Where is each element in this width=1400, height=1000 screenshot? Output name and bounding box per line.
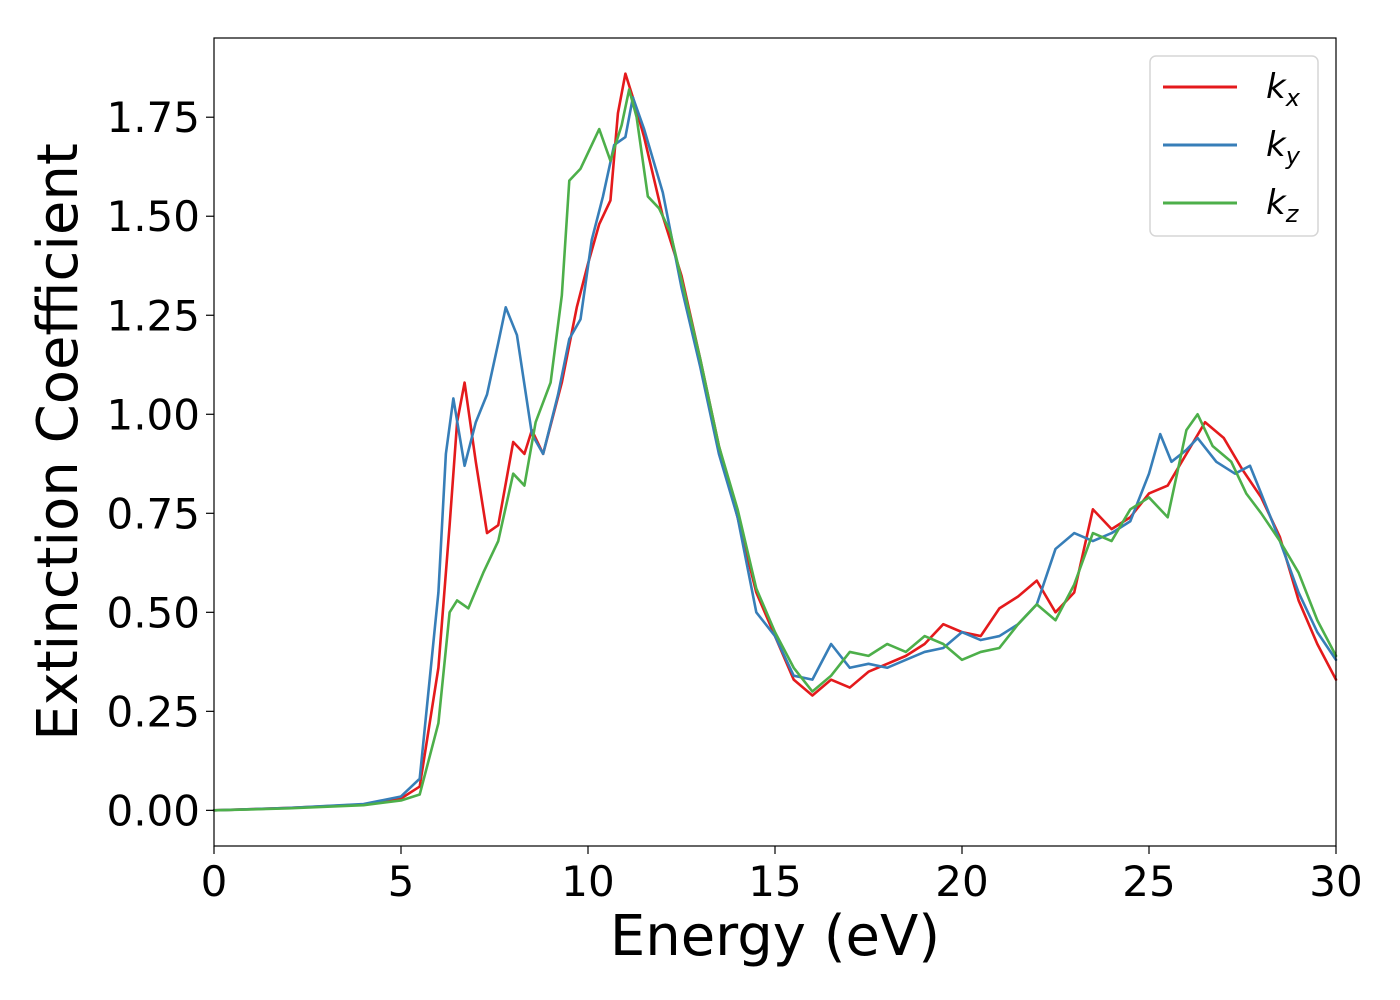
y-axis-title: Extinction Coefficient: [26, 143, 91, 741]
y-tick-label: 1.50: [106, 192, 200, 241]
series-layer: [212, 72, 1338, 812]
legend-label-kz-base: k: [1266, 183, 1287, 223]
x-axis-title: Energy (eV): [610, 904, 940, 969]
x-ticks: 0 5 10 15 20 25 30: [201, 846, 1363, 906]
series-line-kz: [212, 88, 1338, 812]
legend-label-kx-base: k: [1266, 67, 1287, 107]
x-tick-label: 30: [1309, 857, 1362, 906]
legend-label-ky-sub: y: [1285, 142, 1301, 170]
legend-label-kx: kx: [1266, 67, 1301, 112]
legend-label-kz: kz: [1266, 183, 1300, 228]
x-tick-label: 5: [388, 857, 415, 906]
y-tick-label: 0.25: [106, 687, 200, 736]
legend-label-ky: ky: [1266, 125, 1301, 170]
x-tick-label: 25: [1122, 857, 1175, 906]
y-tick-label: 1.00: [106, 390, 200, 439]
y-tick-label: 0.75: [106, 489, 200, 538]
x-tick-label: 20: [935, 857, 988, 906]
x-tick-label: 10: [561, 857, 614, 906]
y-tick-label: 0.50: [106, 588, 200, 637]
y-tick-label: 0.00: [106, 786, 200, 835]
legend-label-kz-sub: z: [1285, 200, 1300, 228]
legend-label-ky-base: k: [1266, 125, 1287, 165]
y-tick-label: 1.75: [106, 93, 200, 142]
series-line-kx: [212, 72, 1338, 812]
legend: kx ky kz: [1149, 55, 1319, 237]
series-line-ky: [212, 96, 1338, 812]
x-tick-label: 0: [201, 857, 228, 906]
x-tick-label: 15: [748, 857, 801, 906]
y-tick-label: 1.25: [106, 291, 200, 340]
y-ticks: 0.00 0.25 0.50 0.75 1.00 1.25 1.50 1.75: [106, 93, 214, 835]
legend-label-kx-sub: x: [1285, 84, 1301, 112]
